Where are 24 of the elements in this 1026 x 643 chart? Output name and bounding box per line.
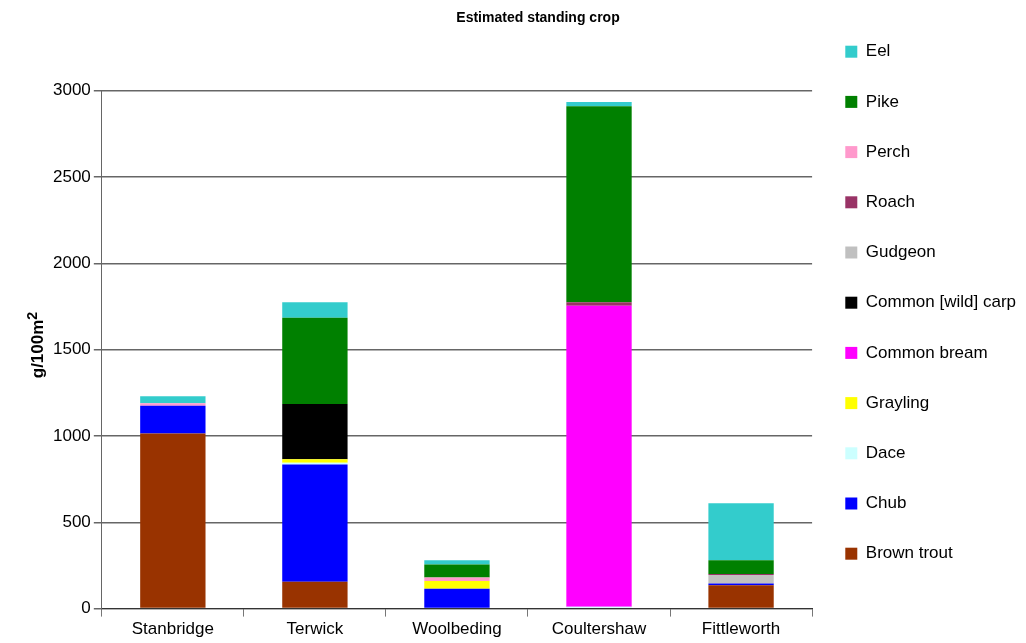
y-tick-label: 3000: [52, 80, 91, 100]
legend-label: Pike: [865, 91, 899, 111]
legend-label: Gudgeon: [865, 242, 936, 262]
chart-title: Estimated standing crop: [456, 9, 620, 26]
legend-label: Roach: [865, 191, 915, 211]
x-tick-label: Fittleworth: [701, 619, 781, 639]
x-tick-label: Woolbeding: [412, 619, 502, 639]
y-tick-label: 2000: [52, 253, 91, 273]
legend-label: Perch: [865, 141, 911, 161]
legend-label: Brown trout: [865, 543, 953, 563]
x-tick-label: Stanbridge: [131, 619, 214, 639]
legend-label: Grayling: [865, 392, 930, 412]
y-tick-label: 0: [81, 598, 91, 618]
x-tick-label: Coultershaw: [551, 619, 647, 639]
x-tick-label: Terwick: [286, 619, 344, 639]
legend-label: Common [wild] carp: [865, 292, 1017, 312]
legend-label: Dace: [865, 442, 906, 462]
y-tick-label: 2500: [52, 166, 91, 186]
legend-label: Chub: [865, 493, 907, 513]
y-tick-label: 1500: [52, 339, 91, 359]
y-tick-label: 1000: [52, 425, 91, 445]
legend-label: Eel: [865, 41, 891, 61]
legend-label: Common bream: [865, 342, 988, 362]
y-tick-label: 500: [62, 511, 91, 531]
